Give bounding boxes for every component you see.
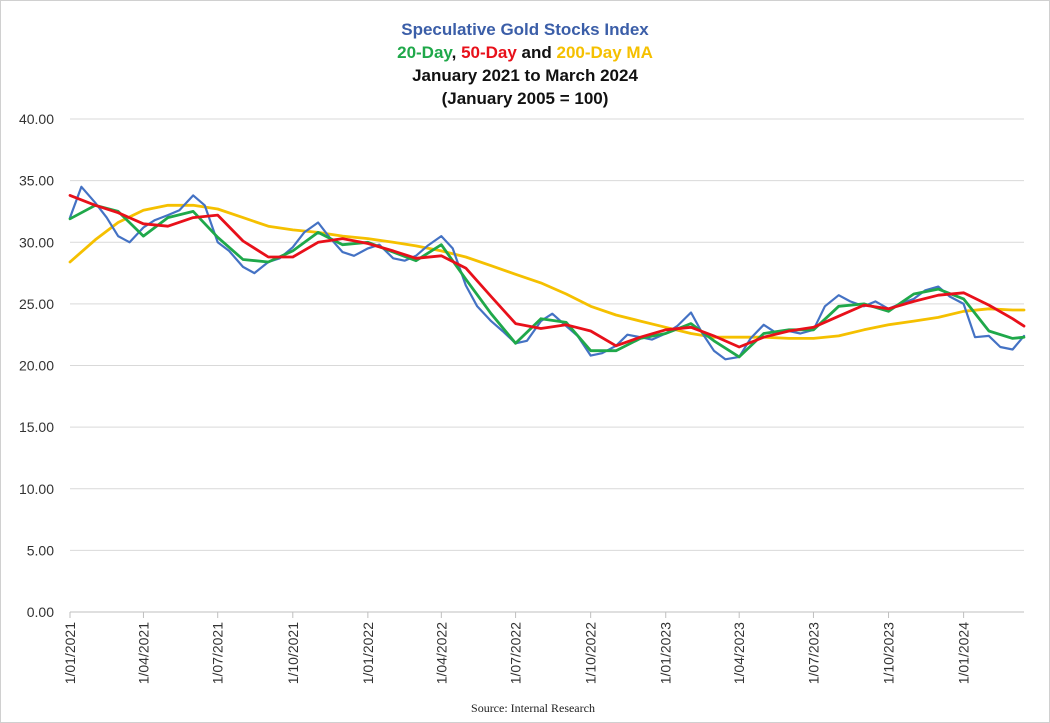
- x-tick-label: 1/10/2023: [881, 622, 897, 684]
- y-tick-label: 25.00: [19, 296, 54, 312]
- x-tick-label: 1/01/2024: [956, 622, 972, 684]
- chart-base-note: (January 2005 = 100): [441, 89, 609, 108]
- series-line-index: [68, 185, 1026, 361]
- y-tick-label: 0.00: [27, 604, 54, 620]
- x-tick-label: 1/01/2023: [658, 622, 674, 684]
- subtitle-ma50: 50-Day: [461, 43, 517, 62]
- chart-title: Speculative Gold Stocks Index: [401, 20, 649, 39]
- x-tick-label: 1/01/2022: [360, 622, 376, 684]
- x-axis: 1/01/2021 1/04/2021 1/07/2021 1/10/2021 1/01…: [62, 611, 1024, 684]
- y-tick-label: 20.00: [19, 358, 54, 374]
- subtitle-sep: ,: [451, 43, 462, 62]
- y-tick-label: 35.00: [19, 173, 54, 189]
- gridlines: [70, 118, 1024, 613]
- x-tick-label: 1/07/2023: [805, 622, 821, 684]
- x-tick-label: 1/10/2021: [285, 622, 301, 684]
- subtitle-and: and: [516, 43, 557, 62]
- y-tick-label: 10.00: [19, 481, 54, 497]
- x-tick-label: 1/10/2022: [583, 622, 599, 684]
- chart-title-block: Speculative Gold Stocks Index 20-Day, 50…: [0, 18, 1050, 110]
- y-tick-label: 15.00: [19, 419, 54, 435]
- series-line-ma200: [68, 203, 1026, 340]
- x-tick-label: 1/04/2023: [731, 622, 747, 684]
- x-tick-label: 1/07/2021: [210, 622, 226, 684]
- chart-date-range: January 2021 to March 2024: [412, 66, 638, 85]
- x-tick-label: 1/04/2021: [135, 622, 151, 684]
- x-tick-label: 1/04/2022: [433, 622, 449, 684]
- y-tick-label: 40.00: [19, 111, 54, 127]
- x-tick-label: 1/07/2022: [508, 622, 524, 684]
- subtitle-ma20: 20-Day: [397, 43, 452, 62]
- y-axis-ticks: 0.00 5.00 10.00 15.00 20.00 25.00 30.00 35.00 40…: [19, 111, 54, 620]
- series-line-ma50: [68, 194, 1026, 349]
- source-note: Source: Internal Research: [471, 701, 595, 715]
- y-tick-label: 30.00: [19, 234, 54, 250]
- subtitle-ma200: 200-Day MA: [556, 43, 653, 62]
- chart-subtitle: 20-Day, 50-Day and 200-Day MA: [0, 41, 1050, 64]
- series-lines: [68, 185, 1026, 361]
- x-tick-label: 1/01/2021: [62, 622, 78, 684]
- y-tick-label: 5.00: [27, 542, 54, 558]
